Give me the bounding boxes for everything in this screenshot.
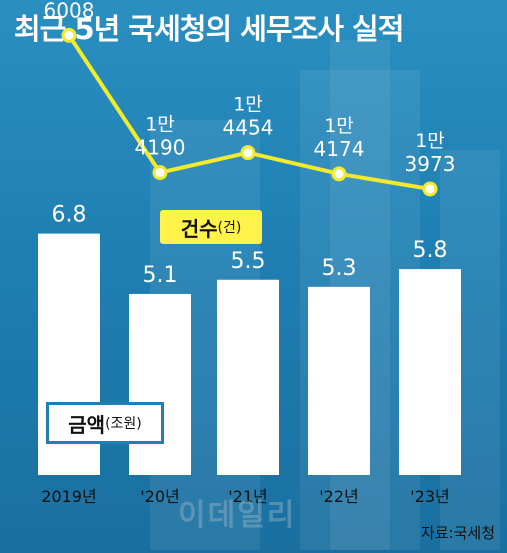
count-label-bottom: 6008 <box>44 0 95 22</box>
x-tick-label: '22년 <box>319 487 358 506</box>
bar-value-label: 6.8 <box>52 203 87 228</box>
count-label-top: 1만 <box>145 114 175 136</box>
x-tick-label: '23년 <box>410 487 449 506</box>
count-label-top: 1만 <box>233 94 263 116</box>
count-point <box>331 166 347 182</box>
bar-value-label: 5.8 <box>413 238 448 263</box>
count-label-bottom: 4190 <box>135 136 186 160</box>
amount-bar <box>217 279 279 475</box>
count-label-top: 1만 <box>324 115 354 137</box>
count-label-bottom: 4454 <box>223 116 274 140</box>
source-note: 자료:국세청 <box>420 524 495 542</box>
x-tick-label: '21년 <box>228 487 267 506</box>
data-labels: 6.85.15.55.35.81만60081만41901만44541만41741… <box>44 0 456 288</box>
count-label-bottom: 4174 <box>314 137 365 161</box>
amount-legend-tag: 금액 (조원) <box>46 402 164 444</box>
watermark-logo: 이데일리 <box>178 498 297 533</box>
count-label-bottom: 3973 <box>405 152 456 176</box>
count-legend-tag: 건수 (건) <box>160 210 262 244</box>
x-tick-label: '20년 <box>140 487 179 506</box>
chart-title: 최근 5년 국세청의 세무조사 실적 <box>14 12 404 46</box>
count-point <box>61 27 77 43</box>
x-tick-label: 2019년 <box>41 487 96 506</box>
amount-bar <box>129 293 191 475</box>
count-legend-unit: (건) <box>217 220 242 236</box>
amount-legend-unit: (조원) <box>105 416 142 432</box>
x-axis: 2019년 '20년 '21년 '22년 '23년 <box>41 487 449 506</box>
count-legend-label: 건수 <box>180 216 218 241</box>
count-line <box>61 27 438 197</box>
count-point <box>422 181 438 197</box>
bar-value-label: 5.3 <box>322 256 357 281</box>
count-point <box>152 165 168 181</box>
count-label-top: 1만 <box>415 130 445 152</box>
bar-value-label: 5.1 <box>143 263 178 288</box>
amount-legend-label: 금액 <box>68 412 106 437</box>
amount-bar <box>308 286 370 475</box>
bar-value-label: 5.5 <box>231 249 266 274</box>
amount-bar <box>399 269 461 475</box>
count-point <box>240 145 256 161</box>
